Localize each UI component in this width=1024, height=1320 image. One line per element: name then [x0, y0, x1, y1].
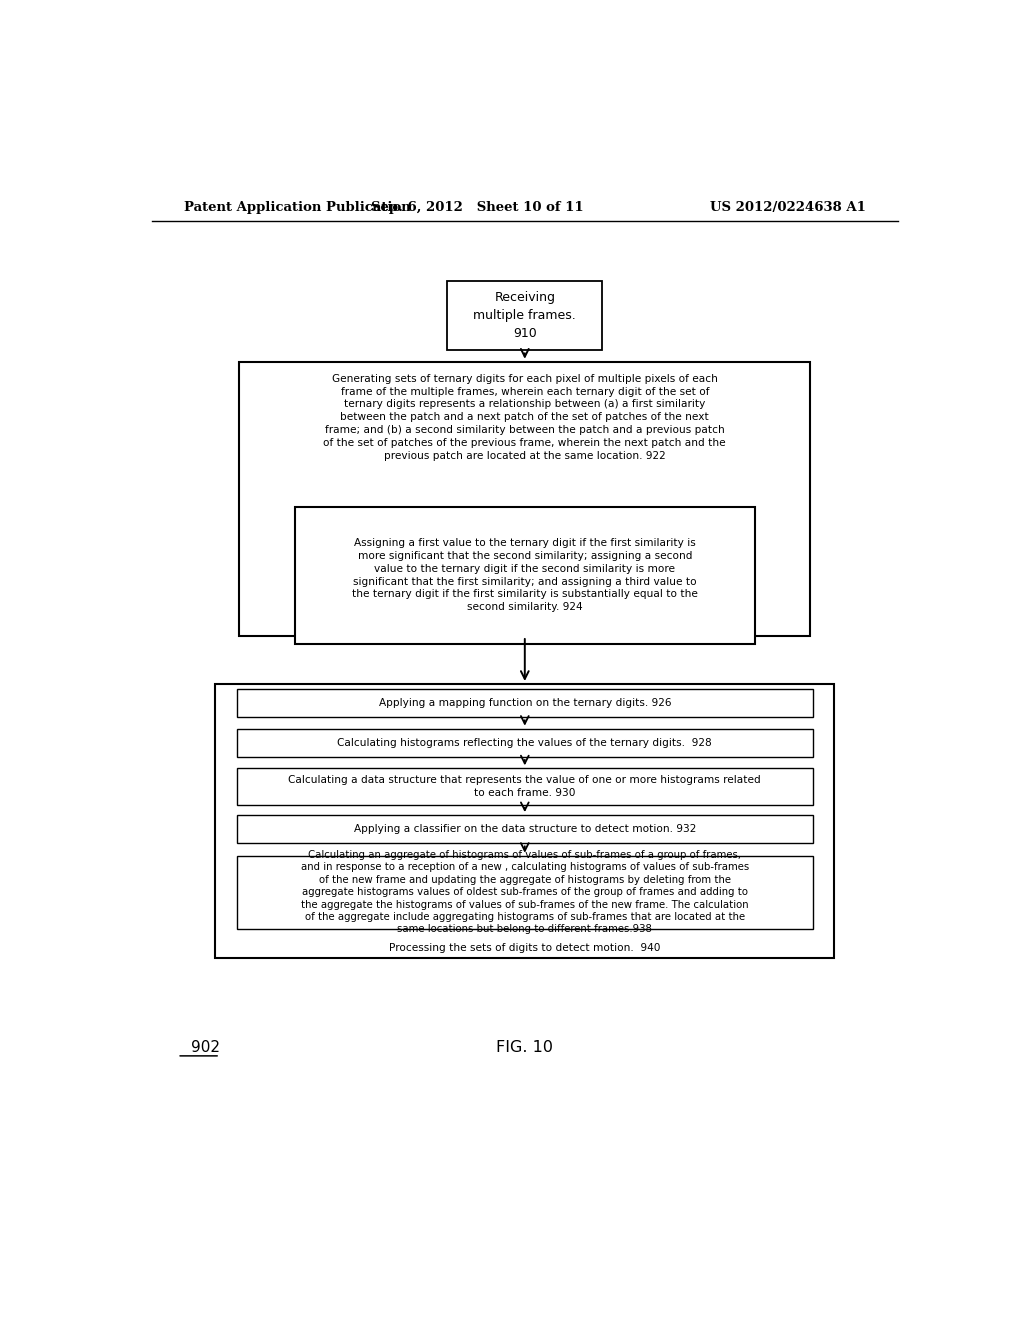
- Text: Calculating an aggregate of histograms of values of sub-frames of a group of fra: Calculating an aggregate of histograms o…: [301, 850, 749, 935]
- Text: 902: 902: [191, 1040, 220, 1055]
- Bar: [237, 768, 813, 805]
- Text: Calculating a data structure that represents the value of one or more histograms: Calculating a data structure that repres…: [289, 775, 761, 797]
- Text: Generating sets of ternary digits for each pixel of multiple pixels of each
fram: Generating sets of ternary digits for ea…: [324, 374, 726, 461]
- Bar: [237, 855, 813, 929]
- Text: Processing the sets of digits to detect motion.  940: Processing the sets of digits to detect …: [389, 944, 660, 953]
- Bar: [237, 689, 813, 718]
- Text: Sep. 6, 2012   Sheet 10 of 11: Sep. 6, 2012 Sheet 10 of 11: [371, 201, 584, 214]
- Bar: [237, 729, 813, 758]
- Text: Applying a classifier on the data structure to detect motion. 932: Applying a classifier on the data struct…: [353, 824, 696, 834]
- Bar: [295, 507, 755, 644]
- Text: FIG. 10: FIG. 10: [497, 1040, 553, 1055]
- Text: Applying a mapping function on the ternary digits. 926: Applying a mapping function on the terna…: [379, 698, 671, 709]
- Bar: [215, 684, 835, 958]
- Bar: [237, 814, 813, 843]
- Bar: [447, 281, 602, 351]
- Bar: [240, 362, 811, 636]
- Text: Assigning a first value to the ternary digit if the first similarity is
more sig: Assigning a first value to the ternary d…: [352, 539, 697, 612]
- Text: Receiving
multiple frames.
910: Receiving multiple frames. 910: [473, 292, 577, 341]
- Text: US 2012/0224638 A1: US 2012/0224638 A1: [711, 201, 866, 214]
- Text: Patent Application Publication: Patent Application Publication: [183, 201, 411, 214]
- Text: Calculating histograms reflecting the values of the ternary digits.  928: Calculating histograms reflecting the va…: [338, 738, 712, 748]
